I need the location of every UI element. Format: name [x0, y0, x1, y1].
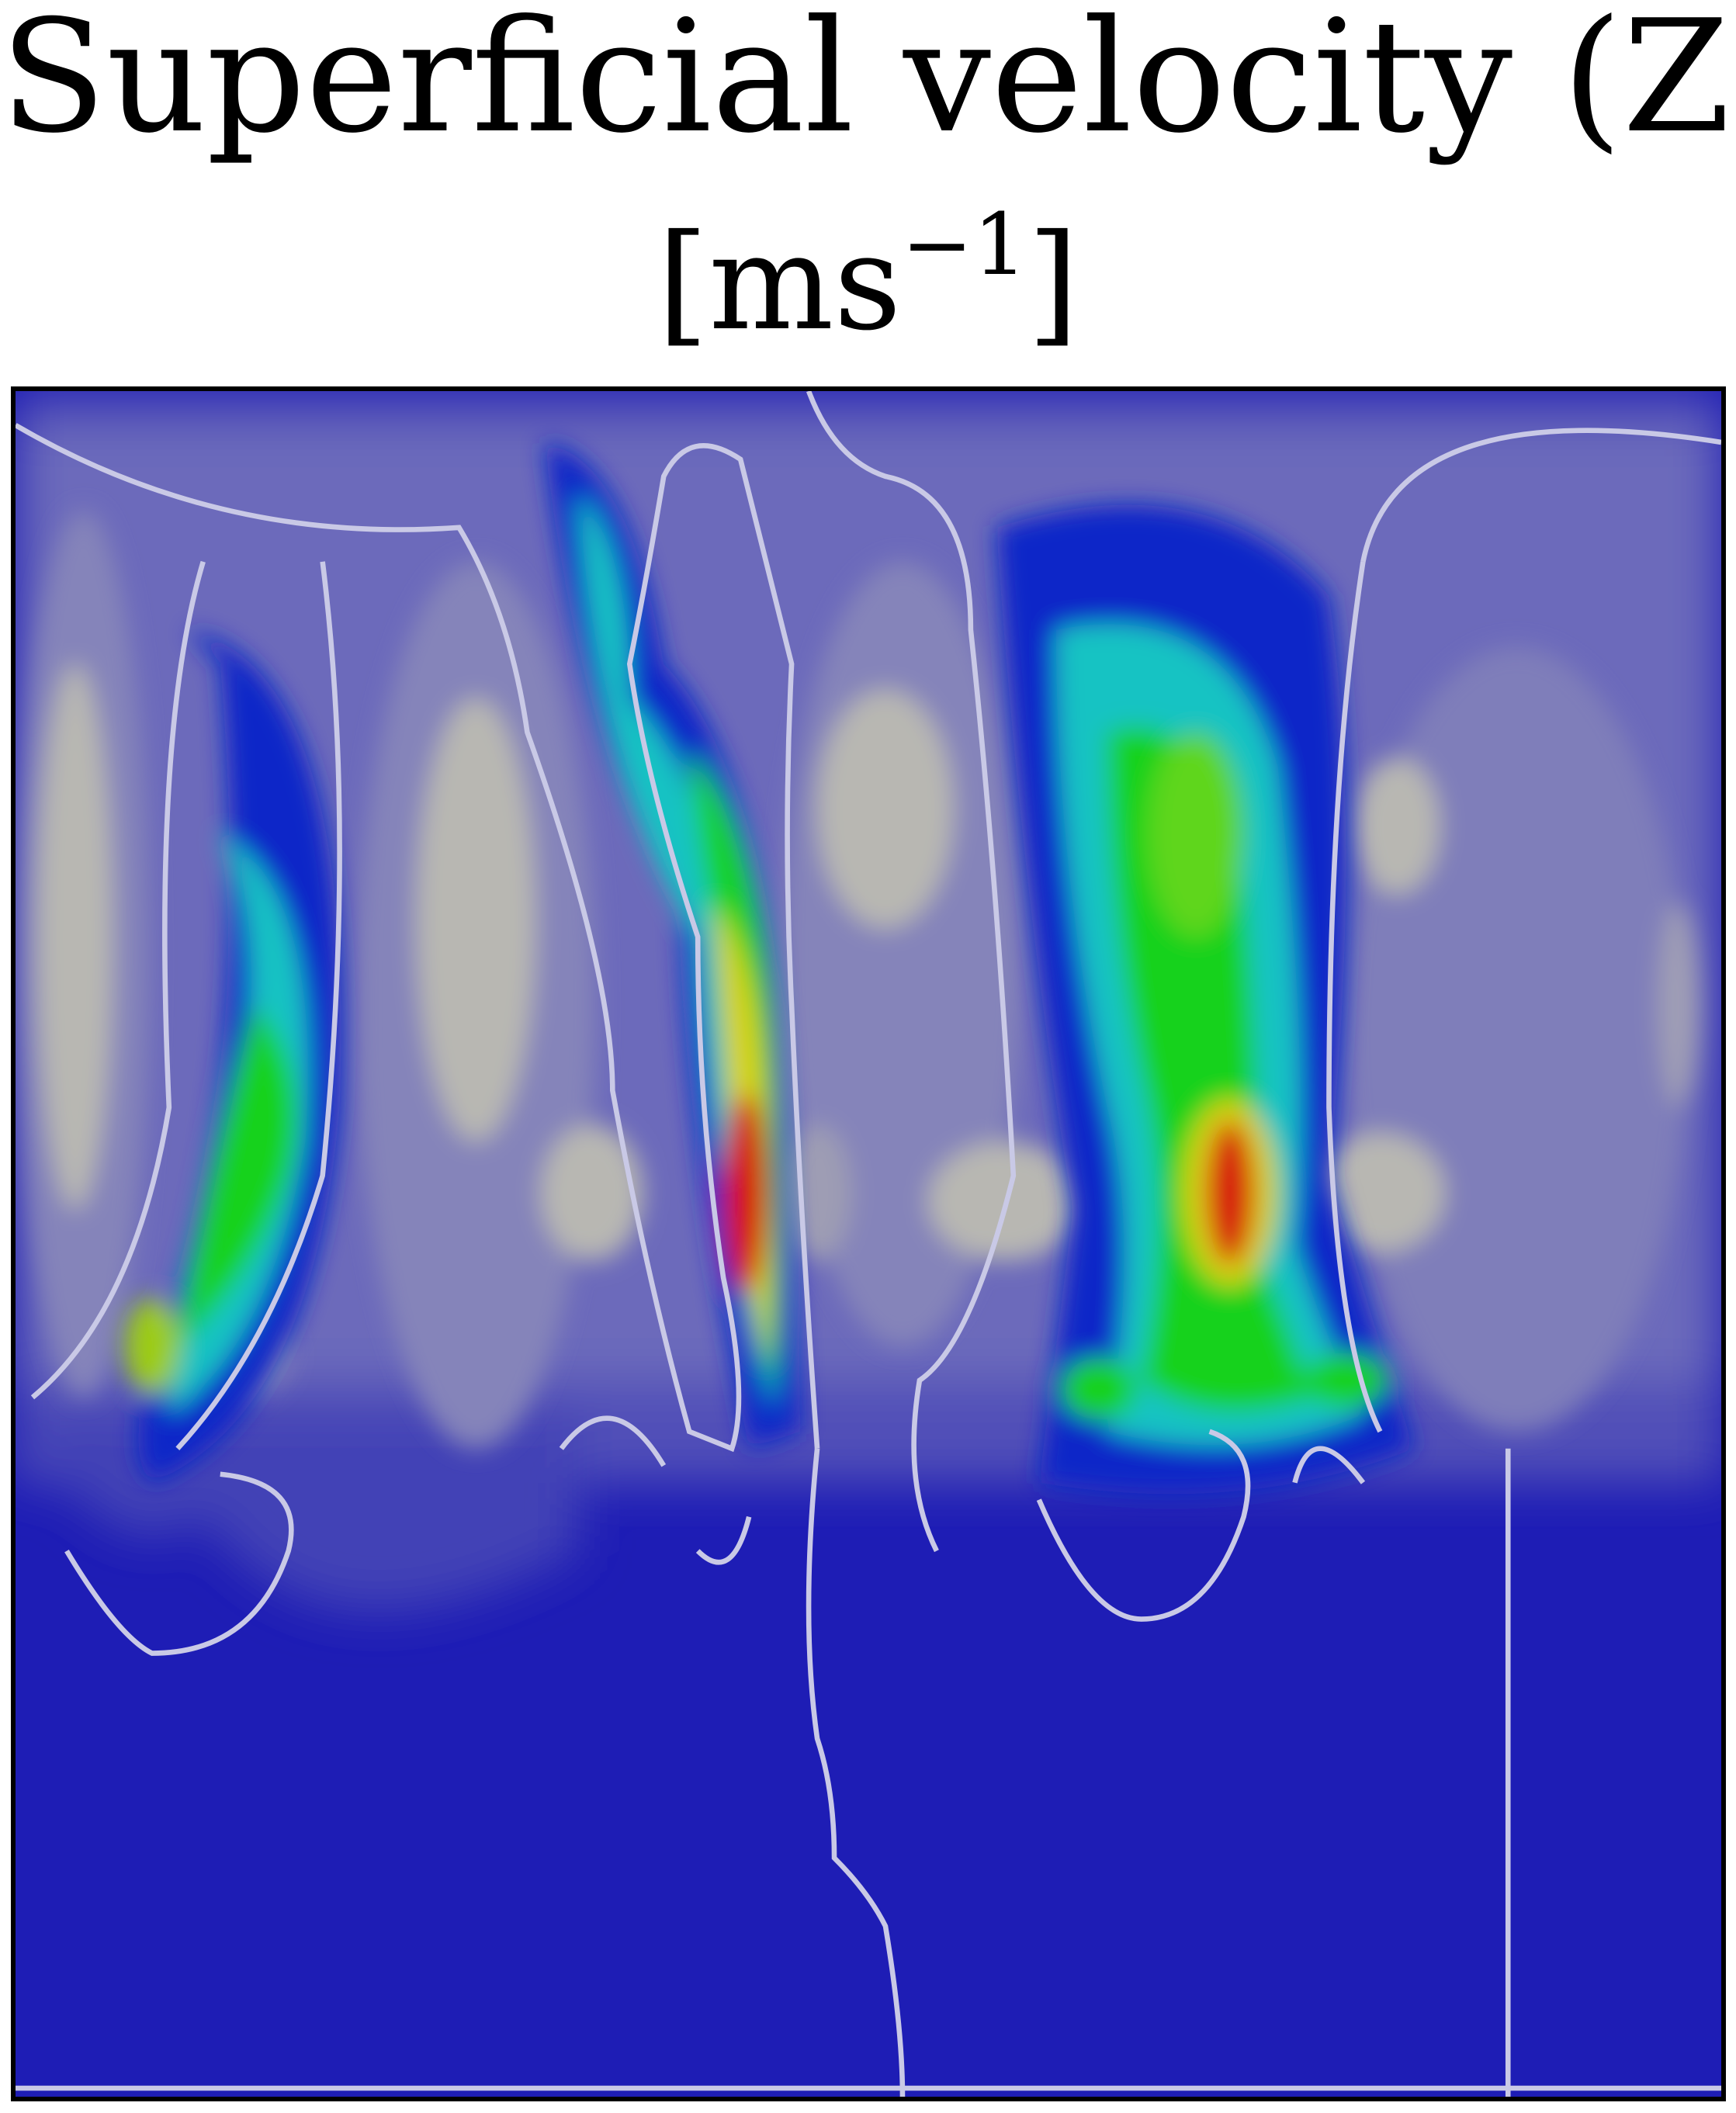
downflow-lobe-right	[1315, 646, 1700, 1432]
unit-base: [ms	[657, 206, 902, 360]
unit-exponent: −1	[901, 195, 1027, 294]
iso-contours	[16, 391, 1721, 2097]
heatmap-frame	[11, 386, 1726, 2101]
downflow-lobe-center	[783, 561, 1082, 1346]
chart-title: Superficial velocity (Z)	[0, 0, 1736, 168]
chart-unit-label: [ms−1]	[0, 202, 1736, 365]
upflow-plume-center-right	[996, 504, 1415, 1495]
heatmap-plot	[16, 391, 1721, 2097]
unit-close: ]	[1027, 206, 1079, 360]
upflow-plume-center-left	[544, 442, 801, 1449]
downflow-lobe-far-left	[19, 510, 149, 1398]
